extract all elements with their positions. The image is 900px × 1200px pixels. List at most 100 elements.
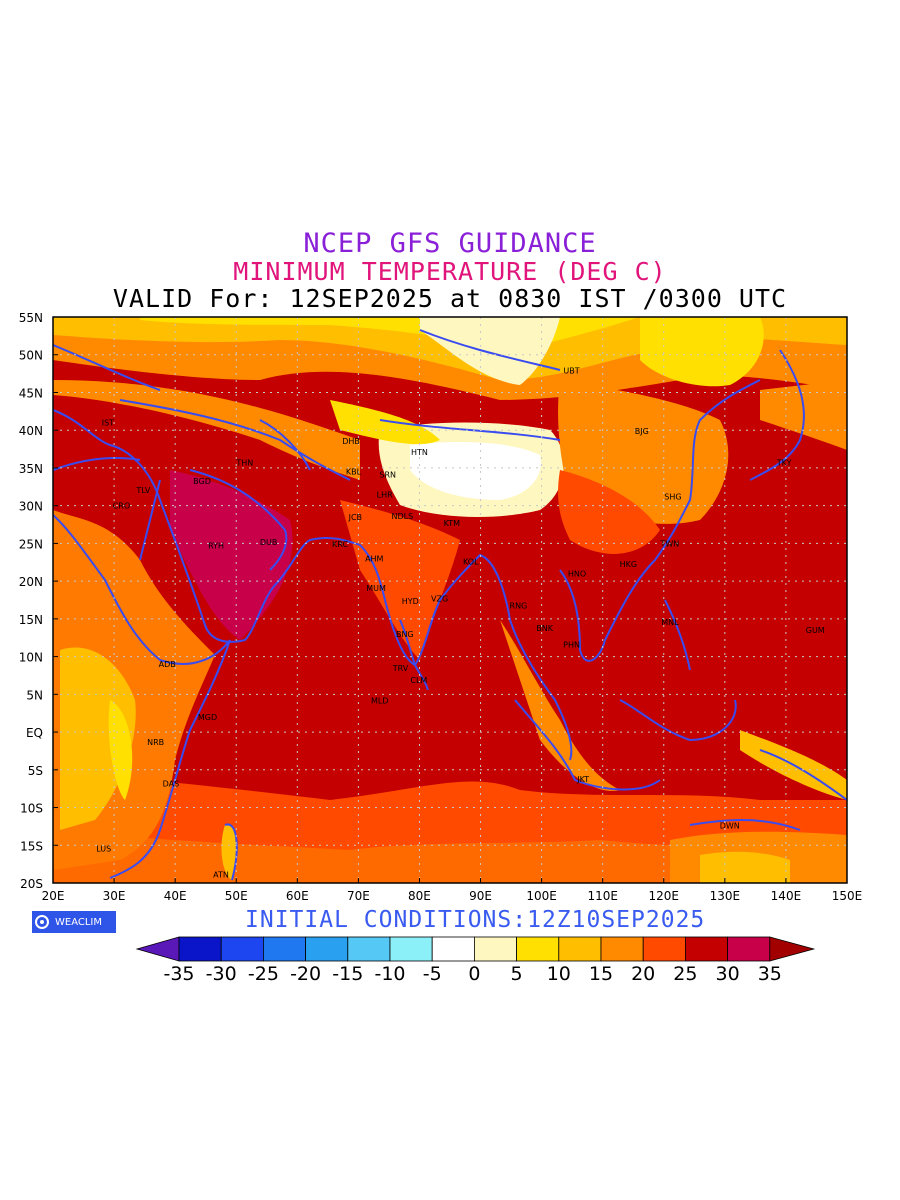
title-variable: MINIMUM TEMPERATURE (DEG C): [233, 257, 667, 286]
colorbar-label: 5: [511, 963, 523, 985]
station-label: IST: [102, 419, 114, 428]
station-labels: UBT BJG TKY SHG TWN HKG HNO MNL GUM RNG BNK PHN JKT D…: [96, 367, 825, 880]
colorbar-label: 15: [589, 963, 613, 985]
colorbar-cell: [431, 936, 475, 962]
lon-tick-label: 110E: [587, 889, 618, 903]
station-label: MGD: [198, 713, 217, 722]
colorbar-label: -30: [206, 963, 237, 985]
lat-tick-label: 20N: [19, 575, 43, 589]
station-label: HKG: [620, 560, 637, 569]
title-valid-time: VALID For: 12SEP2025 at 0830 IST /0300 U…: [112, 284, 788, 313]
lat-tick-label: 15S: [20, 839, 43, 853]
title-model: NCEP GFS GUIDANCE: [303, 228, 597, 259]
lat-tick-label: 25N: [19, 537, 43, 551]
station-label: BNG: [396, 630, 414, 639]
colorbar-cell: [516, 936, 560, 962]
lon-tick-label: 130E: [710, 889, 741, 903]
initial-conditions: INITIAL CONDITIONS:12Z10SEP2025: [245, 907, 706, 933]
colorbar-label: 25: [673, 963, 697, 985]
station-label: UBT: [563, 367, 579, 376]
latitude-labels: 55N 50N 45N 40N 35N 30N 25N 20N 15N 10N 5N EQ 5S 10S 1…: [19, 311, 43, 891]
station-label: SRN: [379, 471, 396, 480]
lat-tick-label: 50N: [19, 349, 43, 363]
colorbar-label: 30: [716, 963, 740, 985]
colorbar-label: -15: [332, 963, 363, 985]
colorbar-label: 20: [631, 963, 655, 985]
colorbar-cell: [473, 936, 517, 962]
station-label: LUS: [96, 844, 111, 853]
colorbar-label: -5: [423, 963, 442, 985]
lon-tick-label: 90E: [469, 889, 492, 903]
station-label: KBL: [346, 468, 362, 477]
station-label: BNK: [536, 624, 553, 633]
colorbar-label: 10: [547, 963, 571, 985]
axis-ticks: [52, 316, 848, 884]
station-label: HYD: [402, 597, 419, 606]
lat-tick-label: 30N: [19, 500, 43, 514]
lat-tick-label: 40N: [19, 424, 43, 438]
station-label: JCB: [348, 513, 362, 522]
colorbar-cell: [642, 936, 686, 962]
station-label: KRC: [332, 540, 348, 549]
coastlines: [53, 329, 847, 881]
station-label: MLD: [371, 696, 389, 705]
station-label: HNO: [568, 570, 586, 579]
station-label: HTN: [411, 448, 428, 457]
station-label: DWN: [720, 822, 740, 831]
colorbar-label: -20: [290, 963, 321, 985]
lon-tick-label: 80E: [408, 889, 431, 903]
colorbar-cell: [558, 936, 602, 962]
station-label: ADB: [159, 660, 176, 669]
lon-tick-label: 100E: [526, 889, 557, 903]
lat-tick-label: 55N: [19, 311, 43, 325]
lon-tick-label: 60E: [286, 889, 309, 903]
map-frame: [52, 316, 848, 884]
lon-tick-label: 30E: [103, 889, 126, 903]
station-label: SHG: [664, 493, 681, 502]
colorbar-cell: [347, 936, 391, 962]
station-label: CRO: [113, 502, 130, 511]
station-label: RNG: [510, 601, 528, 610]
station-label: PHN: [563, 641, 580, 650]
station-label: TLV: [135, 486, 150, 495]
lon-tick-label: 70E: [347, 889, 370, 903]
station-label: ATN: [213, 871, 229, 880]
station-label: AHM: [365, 554, 383, 563]
lon-tick-label: 40E: [164, 889, 187, 903]
lat-tick-label: 5N: [26, 688, 43, 702]
lat-tick-label: EQ: [26, 726, 43, 740]
lat-tick-label: 10N: [19, 651, 43, 665]
colorbar-arrow-low: [135, 936, 180, 962]
station-label: DAS: [163, 779, 180, 788]
lat-tick-label: 10S: [20, 802, 43, 816]
colorbar-cell: [727, 936, 771, 962]
station-label: GUM: [806, 626, 825, 635]
weaclim-logo-icon: [35, 915, 49, 929]
station-label: BJG: [635, 427, 649, 436]
station-label: JKT: [576, 775, 589, 784]
colorbar-label: 35: [758, 963, 782, 985]
logo-text: WEACLIM: [55, 916, 103, 928]
station-label: MUM: [366, 584, 386, 593]
colorbar-label: -10: [374, 963, 405, 985]
lat-tick-label: 35N: [19, 462, 43, 476]
lon-tick-label: 20E: [42, 889, 65, 903]
colorbar-cell: [389, 936, 433, 962]
station-label: DHB: [342, 437, 360, 446]
map-field: [53, 317, 847, 883]
lon-tick-label: 120E: [649, 889, 680, 903]
colorbar-cells: [135, 936, 816, 962]
colorbar-cell: [685, 936, 729, 962]
station-label: TKY: [776, 459, 792, 468]
station-label: NRB: [147, 738, 164, 747]
colorbar-cell: [305, 936, 349, 962]
station-label: MNL: [661, 618, 679, 627]
weaclim-logo: WEACLIM: [32, 911, 116, 933]
station-label: KOL: [463, 558, 479, 567]
station-label: NDLS: [392, 512, 414, 521]
colorbar-cell: [262, 936, 306, 962]
longitude-labels: 20E 30E 40E 50E 60E 70E 80E 90E 100E 110E 120E 130E…: [42, 889, 863, 903]
colorbar-cell: [600, 936, 644, 962]
station-label: TRV: [392, 664, 409, 673]
